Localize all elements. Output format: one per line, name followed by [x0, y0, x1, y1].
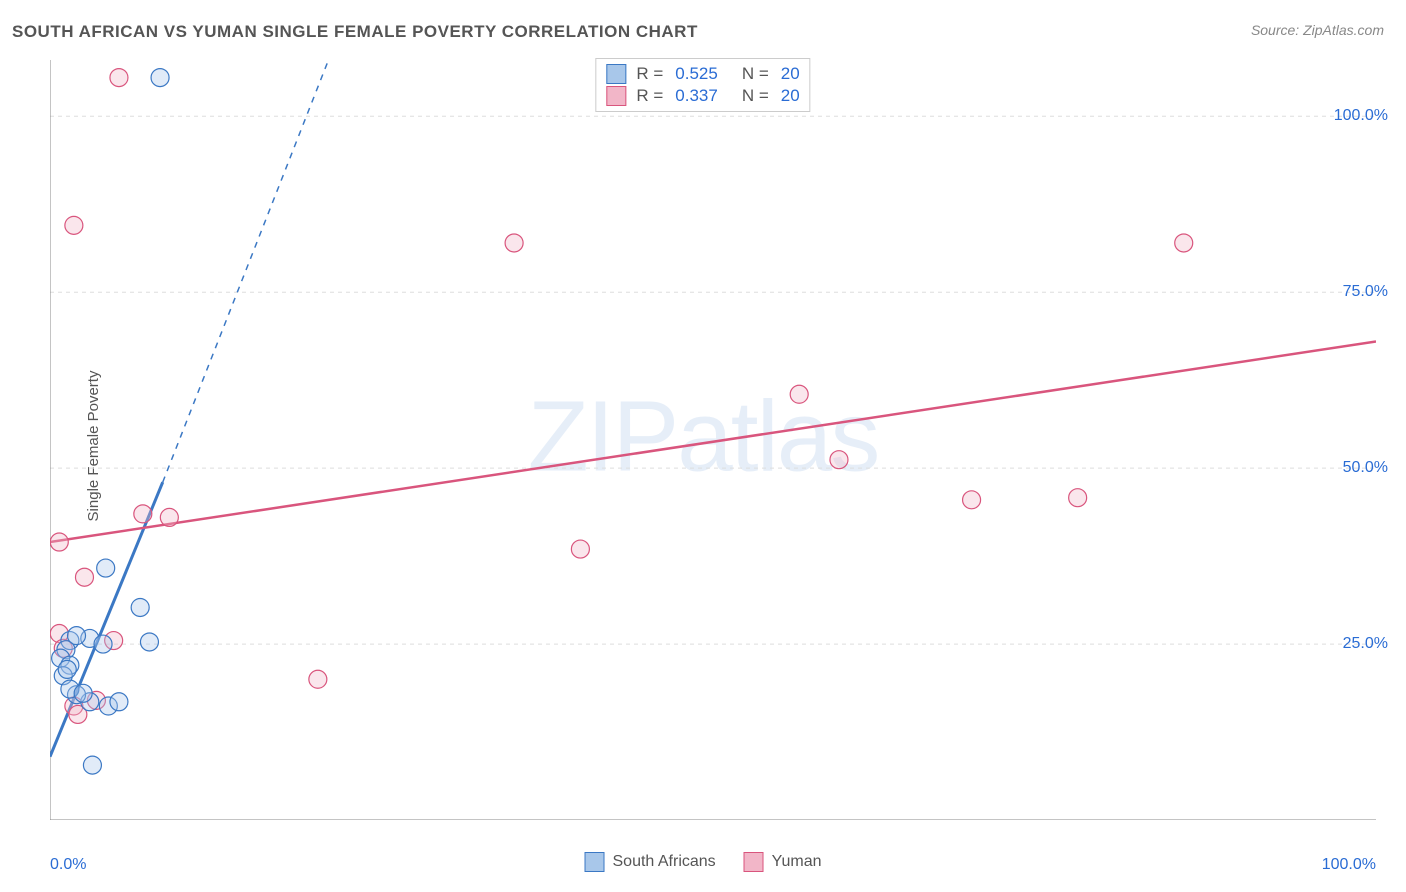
x-axis-labels: 0.0% 100.0% — [50, 856, 1376, 874]
r-value: 0.337 — [675, 86, 718, 106]
n-value: 20 — [781, 64, 800, 84]
n-label: N = — [742, 64, 769, 84]
r-value: 0.525 — [675, 64, 718, 84]
stat-legend-row: R = 0.337 N = 20 — [606, 85, 799, 107]
y-tick-label: 50.0% — [1343, 459, 1388, 477]
chart-source: Source: ZipAtlas.com — [1251, 22, 1384, 38]
legend-swatch — [606, 86, 626, 106]
y-tick-label: 25.0% — [1343, 635, 1388, 653]
r-label: R = — [636, 64, 663, 84]
chart-container: SOUTH AFRICAN VS YUMAN SINGLE FEMALE POV… — [0, 0, 1406, 892]
legend-swatch — [606, 64, 626, 84]
n-value: 20 — [781, 86, 800, 106]
x-max-label: 100.0% — [1322, 856, 1376, 874]
r-label: R = — [636, 86, 663, 106]
n-label: N = — [742, 86, 769, 106]
scatter-plot-svg — [50, 60, 1376, 820]
chart-title: SOUTH AFRICAN VS YUMAN SINGLE FEMALE POV… — [12, 22, 698, 42]
statistics-legend: R = 0.525 N = 20 R = 0.337 N = 20 — [595, 58, 810, 112]
x-min-label: 0.0% — [50, 856, 86, 874]
plot-area — [50, 60, 1376, 820]
y-tick-label: 100.0% — [1334, 107, 1388, 125]
y-tick-label: 75.0% — [1343, 283, 1388, 301]
stat-legend-row: R = 0.525 N = 20 — [606, 63, 799, 85]
